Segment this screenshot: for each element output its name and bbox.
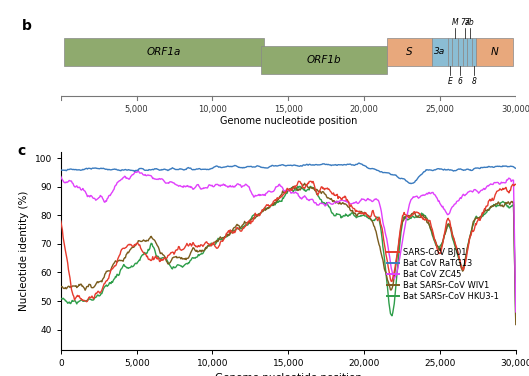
- Bar: [463, 38, 467, 66]
- Bar: [64, 38, 264, 66]
- Legend: SARS-CoV BJ01, Bat CoV RaTG13, Bat CoV ZC45, Bat SARSr-CoV WIV1, Bat SARSr-CoV H: SARS-CoV BJ01, Bat CoV RaTG13, Bat CoV Z…: [384, 245, 503, 305]
- Text: b: b: [22, 19, 32, 33]
- Bar: [458, 38, 463, 66]
- Bar: [387, 38, 432, 66]
- Bar: [448, 38, 452, 66]
- Text: c: c: [17, 144, 26, 158]
- Text: 5,000: 5,000: [125, 105, 149, 114]
- Text: 7b: 7b: [464, 18, 475, 27]
- Text: M: M: [452, 18, 459, 27]
- Text: E: E: [448, 77, 452, 86]
- Text: ORF1b: ORF1b: [307, 55, 341, 65]
- Bar: [452, 38, 458, 66]
- Text: 15,000: 15,000: [274, 105, 303, 114]
- Text: 3a: 3a: [434, 47, 445, 56]
- Bar: [467, 38, 472, 66]
- Bar: [472, 38, 476, 66]
- Text: 10,000: 10,000: [198, 105, 227, 114]
- X-axis label: Genome nucleotide position: Genome nucleotide position: [215, 373, 362, 376]
- Text: S: S: [406, 47, 413, 57]
- Bar: [476, 38, 513, 66]
- Text: 6: 6: [458, 77, 463, 86]
- Text: 8: 8: [472, 77, 477, 86]
- Text: 7a: 7a: [460, 18, 470, 27]
- Text: N: N: [491, 47, 498, 57]
- Bar: [432, 38, 448, 66]
- Text: Genome nucleotide position: Genome nucleotide position: [220, 116, 357, 126]
- Text: 25,000: 25,000: [425, 105, 454, 114]
- Text: ORF1a: ORF1a: [147, 47, 181, 57]
- Text: 30,000: 30,000: [501, 105, 529, 114]
- Text: 20,000: 20,000: [350, 105, 379, 114]
- Bar: [261, 45, 387, 74]
- Y-axis label: Nucleotide identity (%): Nucleotide identity (%): [19, 191, 29, 311]
